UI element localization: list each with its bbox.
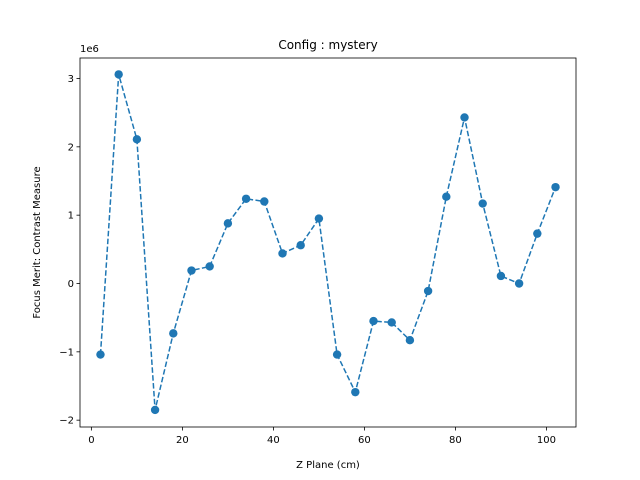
data-point — [514, 279, 524, 288]
data-point — [187, 266, 196, 275]
chart-title: Config : mystery — [278, 38, 377, 52]
data-point — [169, 329, 178, 338]
series-layer — [96, 70, 560, 415]
x-axis-label: Z Plane (cm) — [296, 460, 360, 471]
plot-frame — [79, 57, 577, 428]
data-point — [533, 229, 542, 238]
data-point — [114, 70, 123, 79]
y-axis-offset-label: 1e6 — [80, 44, 99, 55]
x-tick-label: 100 — [537, 435, 556, 446]
x-tick-label: 20 — [176, 435, 189, 446]
data-point — [478, 199, 487, 208]
y-tick-label: 0 — [68, 279, 74, 290]
data-point — [351, 387, 360, 397]
y-tick-label: 3 — [68, 74, 74, 85]
x-tick-label: 60 — [358, 435, 371, 446]
y-tick-label: −2 — [59, 416, 74, 427]
data-point — [442, 192, 451, 201]
y-tick-label: 2 — [68, 142, 74, 153]
data-point — [369, 316, 378, 326]
data-point — [260, 197, 269, 206]
data-point — [551, 182, 560, 192]
data-point — [132, 135, 142, 144]
data-point — [387, 318, 396, 327]
data-point — [223, 219, 233, 228]
plot-area — [80, 58, 576, 427]
y-tick-label: −1 — [59, 347, 74, 358]
x-tick-label: 80 — [449, 435, 462, 446]
data-point — [332, 350, 342, 359]
data-point — [314, 214, 324, 223]
x-tick-label: 0 — [88, 435, 94, 446]
data-point — [241, 194, 251, 203]
data-point — [150, 405, 160, 415]
data-point — [205, 262, 214, 271]
x-tick-label: 40 — [267, 435, 280, 446]
data-point — [460, 113, 469, 122]
series-line — [99, 74, 557, 411]
data-point — [296, 241, 305, 250]
data-point — [405, 336, 415, 345]
data-point — [423, 286, 433, 296]
y-tick-label: 1 — [68, 211, 74, 222]
x-axis-ticks: 0 20 40 60 80 100 — [88, 427, 556, 446]
data-point — [278, 249, 287, 258]
y-axis-label: Focus Merit: Contrast Measure — [32, 166, 43, 318]
data-point — [496, 271, 506, 281]
data-point — [96, 350, 105, 359]
y-axis-ticks: −2 −1 0 1 2 3 — [59, 74, 80, 427]
